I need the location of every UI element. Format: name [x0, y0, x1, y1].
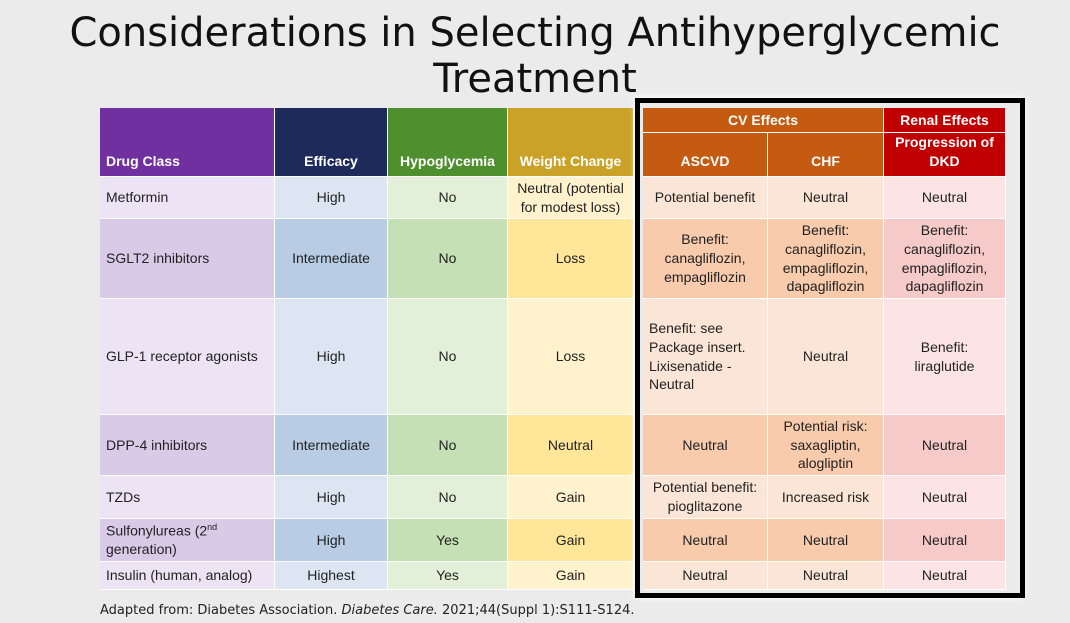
column-header: ASCVD — [643, 133, 768, 177]
table-cell: Neutral — [768, 299, 884, 415]
table-cell: High — [275, 177, 388, 219]
table-cell: Loss — [508, 219, 634, 299]
table-cell: Benefit: canagliflozin, empagliflozin, d… — [768, 219, 884, 299]
table-cell: No — [388, 299, 508, 415]
table-cell: Neutral — [508, 415, 634, 476]
table-cell: TZDs — [100, 476, 275, 519]
footnote-text: 2021;44(Suppl 1):S111-S124. — [437, 603, 635, 618]
cell-text-part: generation) — [106, 541, 177, 558]
table-cell: No — [388, 415, 508, 476]
column-header: Hypoglycemia — [388, 108, 508, 177]
column-header: Weight Change — [508, 108, 634, 177]
table-cell: Benefit: canagliflozin, empagliflozin, d… — [884, 219, 1006, 299]
table-cell: Insulin (human, analog) — [100, 562, 275, 590]
table-cell: SGLT2 inhibitors — [100, 219, 275, 299]
table-cell: No — [388, 219, 508, 299]
table-cell: Intermediate — [275, 219, 388, 299]
group-header: Renal Effects — [884, 108, 1006, 133]
footnote-text: Adapted from: Diabetes Association. — [100, 603, 342, 618]
table-cell: Benefit: canagliflozin, empagliflozin — [643, 219, 768, 299]
table-cell: Intermediate — [275, 415, 388, 476]
table-cell: Potential benefit: pioglitazone — [643, 476, 768, 519]
table-cell: Potential risk: saxagliptin, alogliptin — [768, 415, 884, 476]
table-cell: Neutral (potential for modest loss) — [508, 177, 634, 219]
table-cell: Gain — [508, 519, 634, 562]
table-cell: Benefit: liraglutide — [884, 299, 1006, 415]
table-cell: No — [388, 177, 508, 219]
table-cell: Yes — [388, 562, 508, 590]
table-cell: Neutral — [643, 519, 768, 562]
column-header: CHF — [768, 133, 884, 177]
table-cell: Benefit: see Package insert. Lixisenatid… — [643, 299, 768, 415]
table-cell: Neutral — [884, 415, 1006, 476]
table-cell: Highest — [275, 562, 388, 590]
table-cell: Neutral — [884, 476, 1006, 519]
table-cell: Neutral — [884, 562, 1006, 590]
column-header: Drug Class — [100, 108, 275, 177]
table-cell: Neutral — [884, 177, 1006, 219]
table-cell: DPP-4 inhibitors — [100, 415, 275, 476]
column-header: Efficacy — [275, 108, 388, 177]
table-cell: Yes — [388, 519, 508, 562]
cell-text-part: Sulfonylureas (2 — [106, 522, 208, 539]
table-cell: Neutral — [643, 562, 768, 590]
table-cell: Neutral — [884, 519, 1006, 562]
table-cell: Potential benefit — [643, 177, 768, 219]
slide-title: Considerations in Selecting Antihypergly… — [69, 10, 1001, 102]
table-cell: Loss — [508, 299, 634, 415]
superscript: nd — [207, 521, 218, 532]
table-cell: Gain — [508, 476, 634, 519]
table-cell: Neutral — [643, 415, 768, 476]
table-cell: GLP-1 receptor agonists — [100, 299, 275, 415]
column-header: Progression of DKD — [884, 133, 1006, 177]
footnote: Adapted from: Diabetes Association. Diab… — [100, 603, 635, 618]
cell-text: Sulfonylureas (2nd generation) — [106, 521, 268, 559]
table-cell: High — [275, 519, 388, 562]
table-cell: No — [388, 476, 508, 519]
table-cell: Neutral — [768, 519, 884, 562]
table-cell: Gain — [508, 562, 634, 590]
group-header: CV Effects — [643, 108, 884, 133]
table-cell: Neutral — [768, 562, 884, 590]
table-cell: Sulfonylureas (2nd generation) — [100, 519, 275, 562]
table-cell: Metformin — [100, 177, 275, 219]
table-cell: High — [275, 476, 388, 519]
table-cell: Neutral — [768, 177, 884, 219]
footnote-journal: Diabetes Care. — [341, 603, 438, 618]
table-cell: Increased risk — [768, 476, 884, 519]
table-cell: High — [275, 299, 388, 415]
